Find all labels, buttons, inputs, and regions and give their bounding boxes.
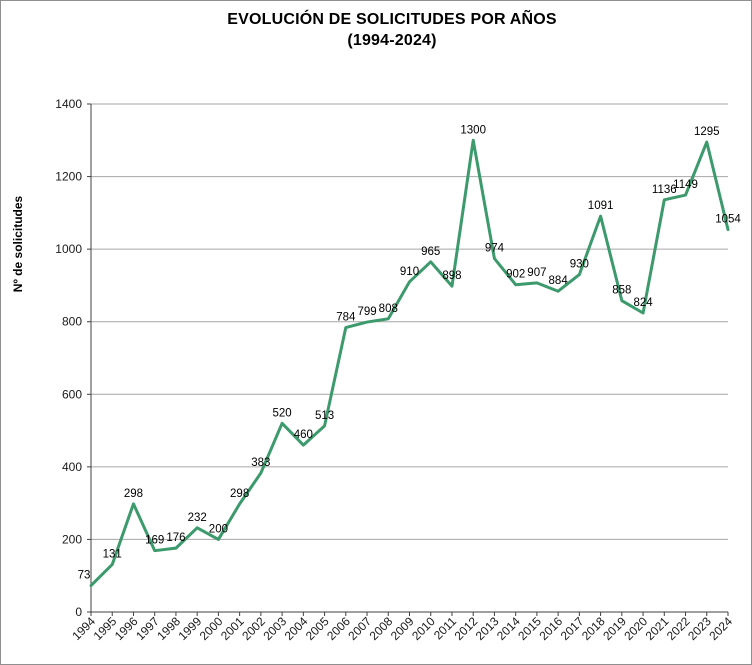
data-point-label: 520 <box>273 407 292 419</box>
data-point-label: 460 <box>294 429 313 441</box>
data-point-label: 784 <box>336 312 356 324</box>
chart-title-line2: (1994-2024) <box>347 32 437 49</box>
data-point-label: 383 <box>251 457 270 469</box>
data-point-label: 232 <box>188 512 207 524</box>
data-point-label: 974 <box>485 243 505 255</box>
data-point-label: 824 <box>633 297 653 309</box>
data-point-label: 513 <box>315 410 334 422</box>
data-point-label: 902 <box>506 269 525 281</box>
data-point-label: 799 <box>357 306 376 318</box>
x-tick-label: 2024 <box>706 614 735 643</box>
y-tick-label: 200 <box>62 532 82 546</box>
data-point-label: 1091 <box>588 200 614 212</box>
data-point-label: 1136 <box>652 184 677 196</box>
data-point-label: 898 <box>442 270 461 282</box>
data-point-label: 176 <box>166 532 185 544</box>
data-point-label: 1054 <box>715 214 741 226</box>
chart-title-line1: EVOLUCIÓN DE SOLICITUDES POR AÑOS <box>227 11 557 28</box>
y-tick-label: 400 <box>62 460 82 474</box>
y-tick-label: 600 <box>62 387 82 401</box>
data-point-label: 808 <box>379 303 398 315</box>
data-point-label: 965 <box>421 246 440 258</box>
data-point-label: 910 <box>400 266 419 278</box>
series-line <box>89 138 730 588</box>
data-point-label: 907 <box>527 267 546 279</box>
data-point-label: 298 <box>124 488 143 500</box>
data-point-label: 169 <box>145 535 164 547</box>
data-point-label: 73 <box>78 570 91 582</box>
y-tick-label: 1400 <box>55 97 82 111</box>
data-point-label: 1300 <box>460 124 486 136</box>
data-point-label: 1295 <box>694 126 720 138</box>
y-tick-label: 1000 <box>55 242 82 256</box>
y-tick-label: 0 <box>75 605 82 619</box>
data-point-label: 131 <box>103 548 122 560</box>
data-point-label: 298 <box>230 488 249 500</box>
data-point-label: 1149 <box>673 179 698 191</box>
chart-title: EVOLUCIÓN DE SOLICITUDES POR AÑOS (1994-… <box>33 9 751 51</box>
data-point-label: 200 <box>209 523 228 535</box>
x-tick-label: 2011 <box>431 614 459 642</box>
data-point-label: 858 <box>612 285 631 297</box>
y-tick-label: 800 <box>62 315 82 329</box>
data-point-label: 884 <box>549 275 569 287</box>
data-point-label: 930 <box>570 259 589 271</box>
y-tick-label: 1200 <box>55 170 82 184</box>
